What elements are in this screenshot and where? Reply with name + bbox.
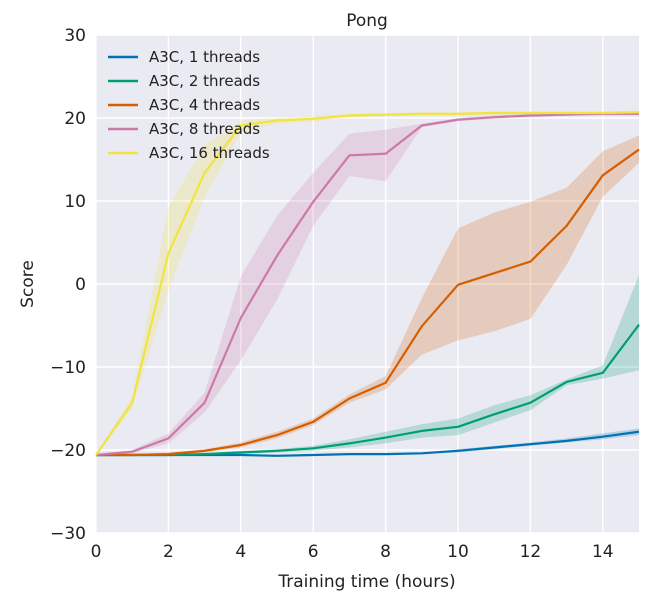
y-tick-label: 20	[64, 109, 86, 129]
legend: A3C, 1 threads A3C, 2 threads A3C, 4 threa…	[108, 48, 270, 162]
x-tick-label: 4	[235, 542, 246, 562]
y-tick-labels: −30 −20 −10 0 10 20 30	[50, 26, 86, 544]
x-tick-label: 12	[520, 542, 542, 562]
series-band-3	[96, 135, 639, 456]
y-axis-label: Score	[18, 260, 38, 308]
series-lines	[95, 111, 640, 457]
x-tick-label: 6	[308, 542, 319, 562]
grid-lines	[95, 34, 639, 534]
series-line-3	[96, 148, 640, 457]
y-tick-label: 0	[75, 275, 86, 295]
legend-label: A3C, 16 threads	[149, 144, 270, 162]
y-tick-label: 30	[64, 26, 86, 46]
y-tick-label: −20	[50, 441, 86, 461]
series-line-4	[95, 112, 639, 457]
legend-label: A3C, 4 threads	[149, 96, 260, 114]
series-line-5	[95, 111, 640, 456]
legend-label: A3C, 8 threads	[149, 120, 260, 138]
x-axis-label: Training time (hours)	[277, 572, 455, 592]
chart-title: Pong	[346, 11, 388, 31]
legend-label: A3C, 2 threads	[149, 72, 260, 90]
series-band-4	[96, 112, 639, 456]
x-tick-label: 2	[163, 542, 174, 562]
x-tick-label: 0	[91, 542, 102, 562]
x-tick-labels: 0 2 4 6 8 10 12 14	[91, 542, 614, 562]
y-tick-label: −10	[50, 358, 86, 378]
x-tick-label: 14	[592, 542, 614, 562]
y-tick-label: −30	[50, 524, 86, 544]
legend-label: A3C, 1 threads	[149, 48, 260, 66]
series-line-2	[96, 324, 640, 457]
x-tick-label: 10	[447, 542, 469, 562]
x-tick-label: 8	[380, 542, 391, 562]
y-tick-label: 10	[64, 192, 86, 212]
series-band-1	[96, 428, 639, 457]
